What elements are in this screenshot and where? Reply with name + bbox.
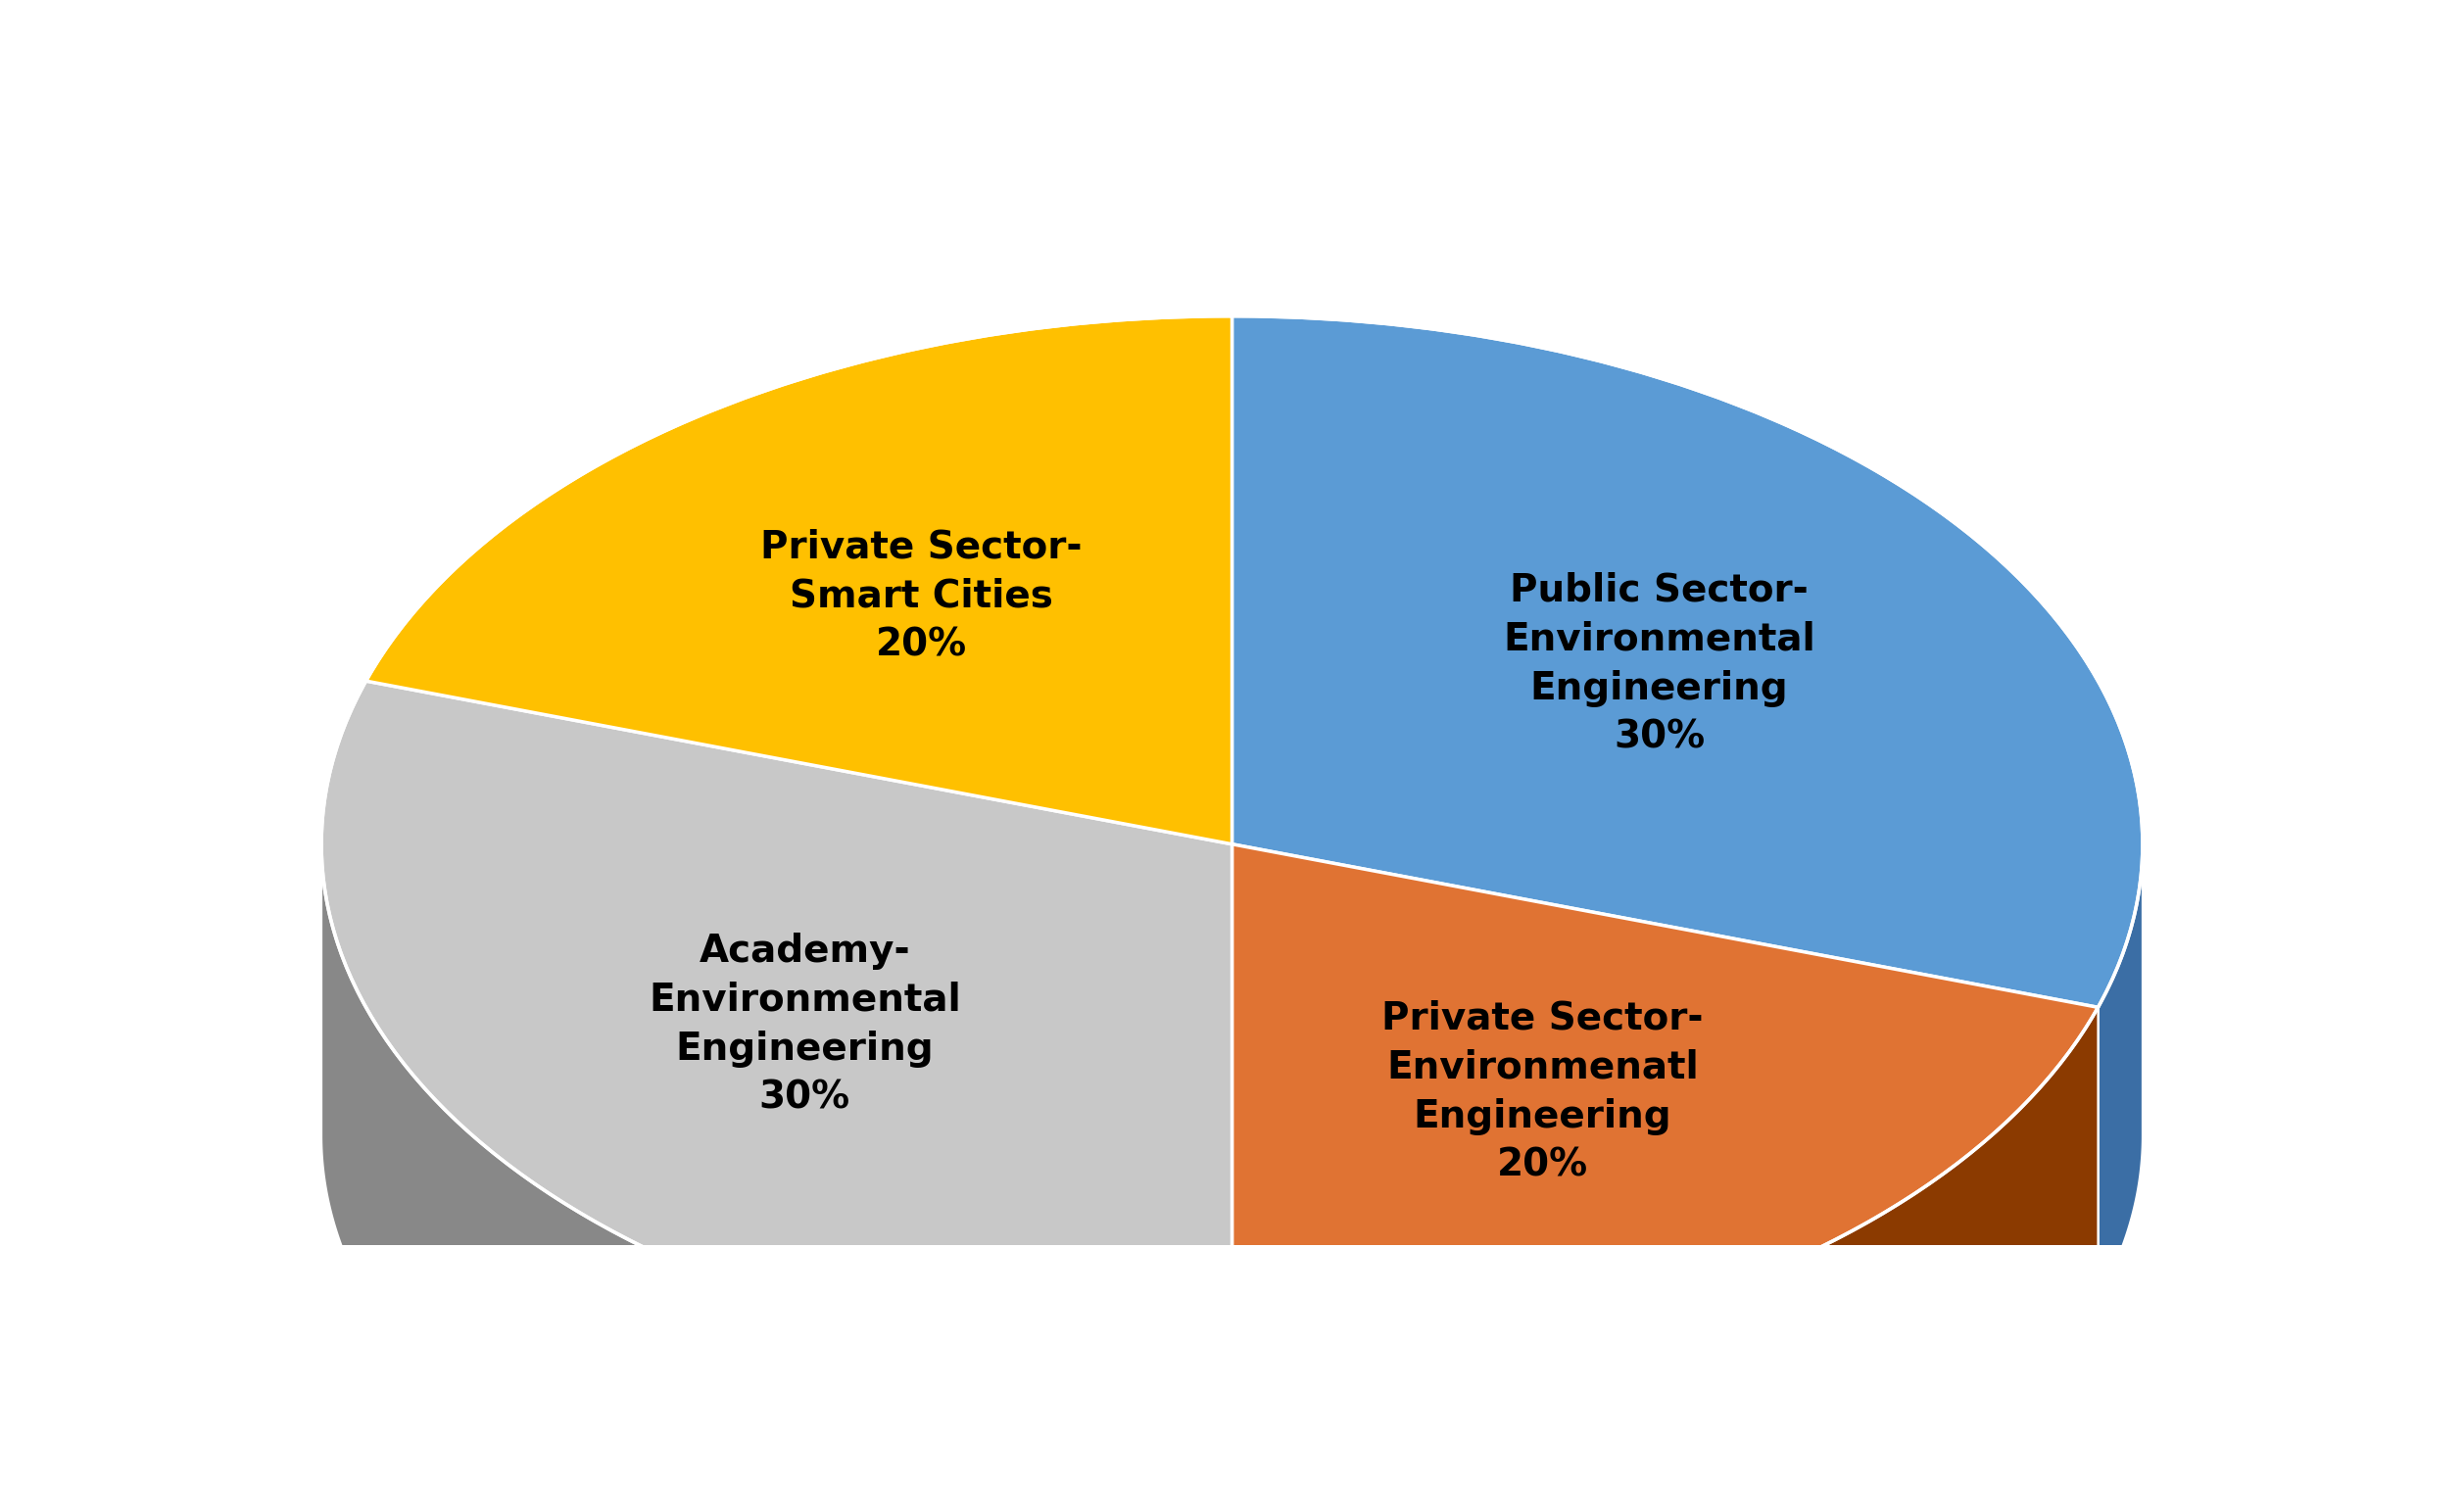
- Polygon shape: [1232, 844, 2097, 1372]
- Ellipse shape: [320, 607, 2144, 1488]
- Text: Public Sector-
Environmental
Engineering
30%: Public Sector- Environmental Engineering…: [1503, 571, 1816, 756]
- Ellipse shape: [320, 607, 2144, 1488]
- Polygon shape: [1232, 1007, 2097, 1488]
- Polygon shape: [320, 845, 1232, 1488]
- Polygon shape: [2097, 845, 2144, 1299]
- Ellipse shape: [320, 607, 2144, 1488]
- Text: Academy-
Environmental
Engineering
30%: Academy- Environmental Engineering 30%: [648, 931, 961, 1116]
- Ellipse shape: [320, 607, 2144, 1488]
- Ellipse shape: [320, 607, 2144, 1488]
- Text: Private Sector-
Smart Cities
20%: Private Sector- Smart Cities 20%: [761, 528, 1082, 664]
- Ellipse shape: [320, 607, 2144, 1488]
- Polygon shape: [1232, 315, 2144, 1007]
- Polygon shape: [1232, 844, 2097, 1299]
- Polygon shape: [320, 682, 1232, 1372]
- Text: Private Sector-
Environmenatl
Engineering
20%: Private Sector- Environmenatl Engineerin…: [1382, 1000, 1703, 1184]
- Polygon shape: [367, 315, 1232, 844]
- Ellipse shape: [320, 607, 2144, 1488]
- Polygon shape: [1232, 844, 2097, 1299]
